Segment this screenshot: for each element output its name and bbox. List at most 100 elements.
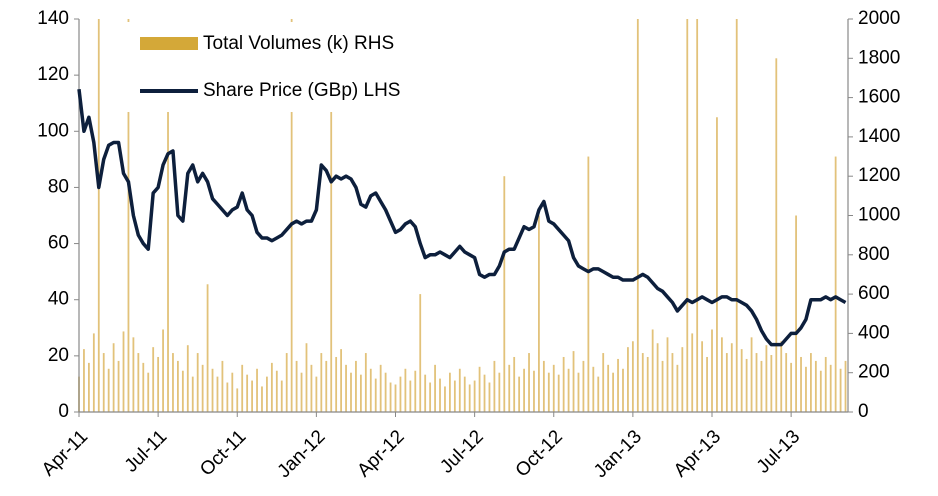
volume-bar [716, 117, 718, 412]
volume-bar [612, 372, 614, 412]
volume-bar [617, 358, 619, 412]
volume-bar [745, 358, 748, 412]
volume-bar [449, 372, 451, 412]
volume-bar [132, 337, 135, 412]
volume-bar [463, 376, 466, 412]
volume-bar [83, 349, 85, 412]
volume-bar [627, 347, 629, 412]
volume-bar [404, 368, 407, 412]
volume-bar [350, 372, 352, 412]
volume-bar [795, 215, 797, 412]
volume-bar [706, 356, 708, 412]
volume-bar [256, 368, 258, 412]
y2-tick-label: 1000 [858, 205, 900, 226]
volume-bar [740, 349, 743, 412]
volume-bar [414, 370, 417, 412]
volume-bar [735, 19, 738, 412]
volume-bar [434, 364, 436, 412]
volume-bar [167, 38, 169, 413]
volume-bar [671, 353, 674, 412]
volume-bar [681, 347, 684, 412]
volume-bar [567, 368, 570, 412]
volume-bar [142, 362, 145, 412]
volume-bar [508, 364, 511, 412]
volume-bar [785, 353, 788, 412]
volume-bar [542, 360, 545, 412]
volume-bar [221, 360, 224, 412]
y2-tick-label: 1600 [858, 87, 900, 108]
volume-bar [117, 360, 120, 412]
volume-bar [780, 341, 783, 412]
volume-bar [384, 372, 387, 412]
volume-bar [364, 353, 367, 412]
volume-bar [340, 349, 343, 412]
y2-tick-label: 400 [858, 322, 890, 343]
volume-bar [300, 372, 303, 412]
volume-bar [191, 376, 194, 412]
x-tick-label: Oct-12 [512, 426, 567, 481]
volume-bar [592, 366, 595, 412]
y-tick-label: 0 [58, 401, 69, 422]
y2-tick-label: 200 [858, 362, 890, 383]
volume-bar [359, 374, 362, 412]
volume-bar [112, 343, 115, 412]
volume-bar [261, 386, 263, 412]
volume-bar [310, 364, 313, 412]
volume-bar [137, 353, 140, 412]
volume-bar [661, 360, 664, 412]
volume-bar [839, 368, 842, 412]
volume-bar [345, 364, 347, 412]
volume-bar [231, 372, 234, 412]
volume-bar [538, 215, 540, 412]
x-tick-label: Jul-12 [436, 426, 487, 477]
y-tick-label: 80 [48, 176, 69, 197]
volume-bars [78, 19, 847, 413]
volume-bar [201, 364, 204, 412]
volume-bar [102, 353, 105, 412]
y-tick-label: 140 [37, 8, 69, 29]
y2-tick-label: 1800 [858, 47, 900, 68]
volume-bar [577, 372, 580, 412]
volume-bar [97, 19, 100, 412]
volume-bar [562, 356, 565, 412]
x-tick-label: Apr-12 [353, 426, 408, 481]
y-tick-label: 100 [37, 120, 69, 141]
volume-bar [379, 364, 382, 412]
volume-bar [236, 388, 239, 412]
volume-bar [186, 345, 189, 412]
legend-swatch [140, 37, 198, 50]
y-tick-label: 20 [48, 345, 69, 366]
x-tick-label: Jul-11 [121, 426, 171, 476]
volume-bar [394, 384, 397, 412]
volume-bar [765, 345, 768, 412]
volume-bar [453, 380, 456, 412]
volume-bar [122, 331, 125, 412]
volume-bar [824, 356, 827, 412]
volume-bar [147, 372, 150, 412]
volume-bar [439, 378, 441, 412]
volume-bar [275, 370, 278, 412]
volume-bar [216, 376, 219, 412]
volume-bar [285, 353, 288, 412]
volume-bar [646, 356, 649, 412]
volume-bar [755, 353, 758, 412]
y-tick-label: 60 [48, 233, 69, 254]
volume-bar [270, 362, 273, 412]
volume-bar [107, 368, 110, 412]
volume-bar [206, 284, 209, 412]
volume-bar [409, 380, 412, 412]
volume-bar [226, 382, 229, 412]
x-tick-label: Jul-13 [753, 426, 804, 477]
volume-bar [750, 337, 753, 412]
volume-bar [513, 356, 516, 412]
volume-bar [241, 364, 244, 412]
volume-bar [196, 353, 199, 412]
volume-bar [335, 356, 338, 412]
volume-bar [691, 333, 694, 412]
volume-bar [730, 343, 733, 412]
volume-bar [518, 376, 521, 412]
x-tick-label: Oct-11 [196, 426, 250, 480]
volume-bar [483, 374, 486, 412]
volume-bar [775, 58, 778, 413]
volume-bar [557, 374, 560, 412]
